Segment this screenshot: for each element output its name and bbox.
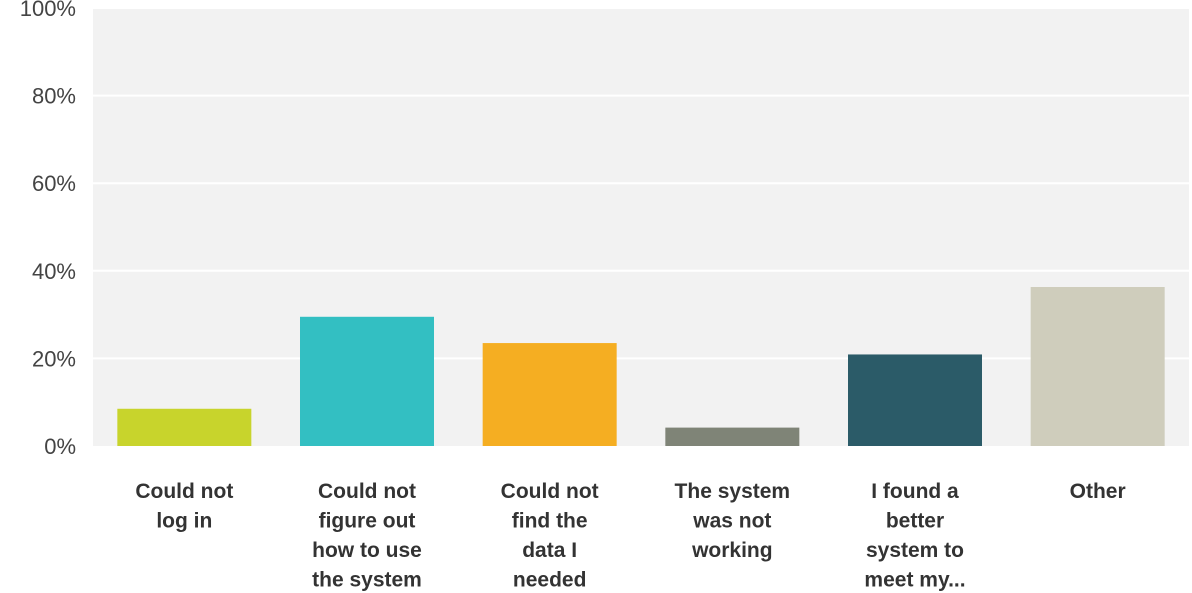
bar <box>117 408 252 446</box>
gridlines <box>93 7 1189 360</box>
y-tick-label: 20% <box>32 346 76 371</box>
bars <box>117 287 1165 446</box>
bar <box>1030 287 1165 446</box>
y-tick-label: 0% <box>44 434 76 459</box>
bar <box>848 354 982 446</box>
category-label: I found a better system to meet my... <box>864 480 965 592</box>
plot-background <box>93 8 1189 446</box>
bar <box>482 343 617 446</box>
bar <box>665 427 800 446</box>
bar <box>300 316 434 446</box>
category-label: The system was not working <box>675 480 791 562</box>
y-tick-label: 80% <box>32 84 76 109</box>
y-tick-label: 100% <box>20 0 76 21</box>
y-axis-tick-labels: 0% 20% 40% 60% 80% 100% <box>20 0 76 459</box>
category-labels: Could not log in Could not figure out how to… <box>135 480 1125 592</box>
y-tick-label: 40% <box>32 259 76 284</box>
category-label: Could not log in <box>135 480 233 533</box>
category-label: Could not figure out how to use the system <box>312 480 422 592</box>
category-label: Other <box>1070 480 1126 503</box>
y-tick-label: 60% <box>32 171 76 196</box>
